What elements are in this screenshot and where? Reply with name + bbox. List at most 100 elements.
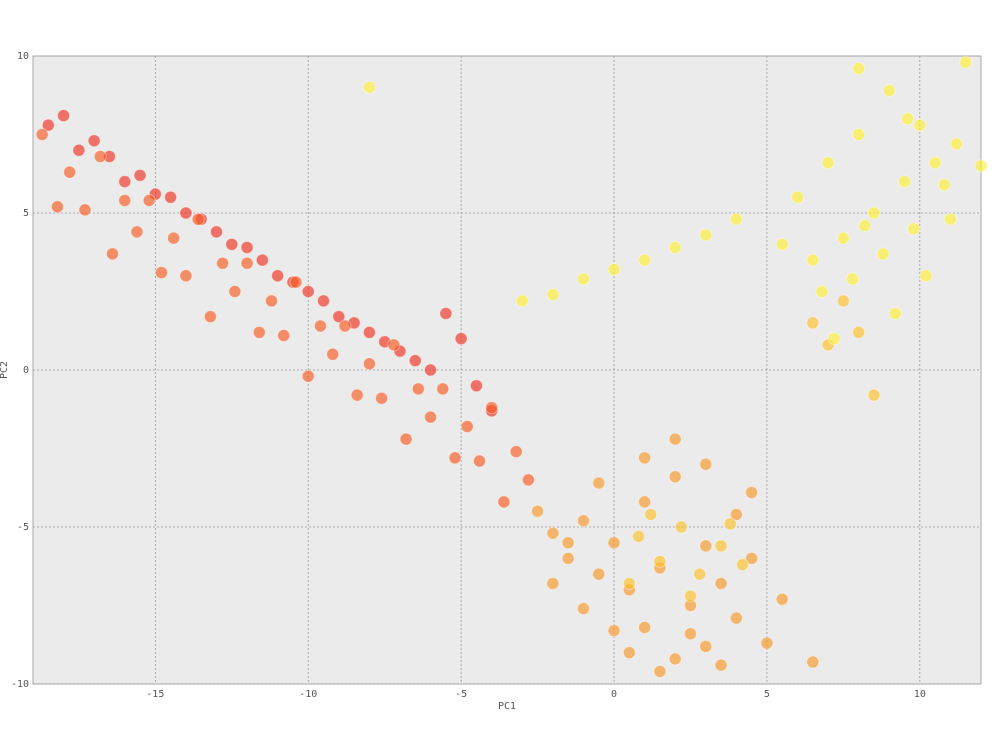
point (509, 445, 523, 459)
point (436, 382, 450, 396)
point (631, 529, 645, 543)
point (118, 193, 132, 207)
point (411, 382, 425, 396)
point (806, 253, 820, 267)
point (179, 206, 193, 220)
point (846, 272, 860, 286)
point (622, 646, 636, 660)
point (836, 294, 850, 308)
point (806, 655, 820, 669)
point (937, 178, 951, 192)
point (546, 526, 560, 540)
point (827, 332, 841, 346)
point (240, 256, 254, 270)
point (638, 253, 652, 267)
point (913, 118, 927, 132)
y-tick-label: -5 (17, 522, 29, 533)
point (87, 134, 101, 148)
point (668, 432, 682, 446)
point (225, 237, 239, 251)
point (867, 206, 881, 220)
point (668, 241, 682, 255)
point (668, 652, 682, 666)
point (546, 577, 560, 591)
point (362, 80, 376, 94)
point (265, 294, 279, 308)
point (638, 495, 652, 509)
point (592, 476, 606, 490)
point (106, 247, 120, 261)
point (167, 231, 181, 245)
point (699, 639, 713, 653)
point (216, 256, 230, 270)
point (228, 285, 242, 298)
point (191, 212, 205, 226)
point (326, 347, 340, 361)
point (362, 357, 376, 371)
point (472, 454, 486, 468)
point (57, 109, 71, 123)
point (714, 658, 728, 672)
point (142, 193, 156, 207)
point (852, 325, 866, 339)
point (424, 410, 438, 424)
point (821, 156, 835, 170)
point (745, 485, 759, 499)
point (133, 168, 147, 182)
point (876, 247, 890, 261)
point (699, 228, 713, 242)
point (693, 567, 707, 581)
x-tick-label: -15 (146, 689, 164, 700)
point (93, 149, 107, 163)
point (745, 551, 759, 565)
point (699, 457, 713, 471)
point (959, 55, 973, 69)
point (683, 627, 697, 641)
x-axis-label: PC1 (498, 701, 516, 712)
x-tick-label: 10 (914, 689, 926, 700)
point (408, 354, 422, 368)
point (118, 175, 132, 189)
point (301, 369, 315, 383)
point (497, 495, 511, 509)
point (350, 388, 364, 402)
point (607, 624, 621, 638)
point (791, 190, 805, 204)
point (203, 310, 217, 324)
point (469, 379, 483, 393)
point (729, 611, 743, 625)
point (576, 272, 590, 286)
point (928, 156, 942, 170)
point (775, 237, 789, 251)
point (271, 269, 285, 283)
point (592, 567, 606, 581)
point (867, 388, 881, 402)
y-tick-label: 0 (23, 365, 29, 376)
point (729, 507, 743, 521)
x-tick-label: 0 (611, 689, 617, 700)
point (41, 118, 55, 132)
point (515, 294, 529, 308)
point (729, 212, 743, 226)
point (576, 514, 590, 528)
point (607, 263, 621, 277)
point (460, 420, 474, 434)
point (806, 316, 820, 330)
x-tick-label: 5 (764, 689, 770, 700)
point (943, 212, 957, 226)
point (78, 203, 92, 217)
point (888, 306, 902, 320)
point (775, 592, 789, 606)
point (521, 473, 535, 487)
point (317, 294, 331, 308)
point (179, 269, 193, 283)
y-axis-label: PC2 (0, 361, 10, 379)
y-tick-label: -10 (11, 679, 29, 690)
point (338, 319, 352, 333)
y-tick-label: 5 (23, 208, 29, 219)
point (760, 636, 774, 650)
x-tick-label: -5 (455, 689, 467, 700)
point (301, 285, 315, 298)
point (448, 451, 462, 465)
